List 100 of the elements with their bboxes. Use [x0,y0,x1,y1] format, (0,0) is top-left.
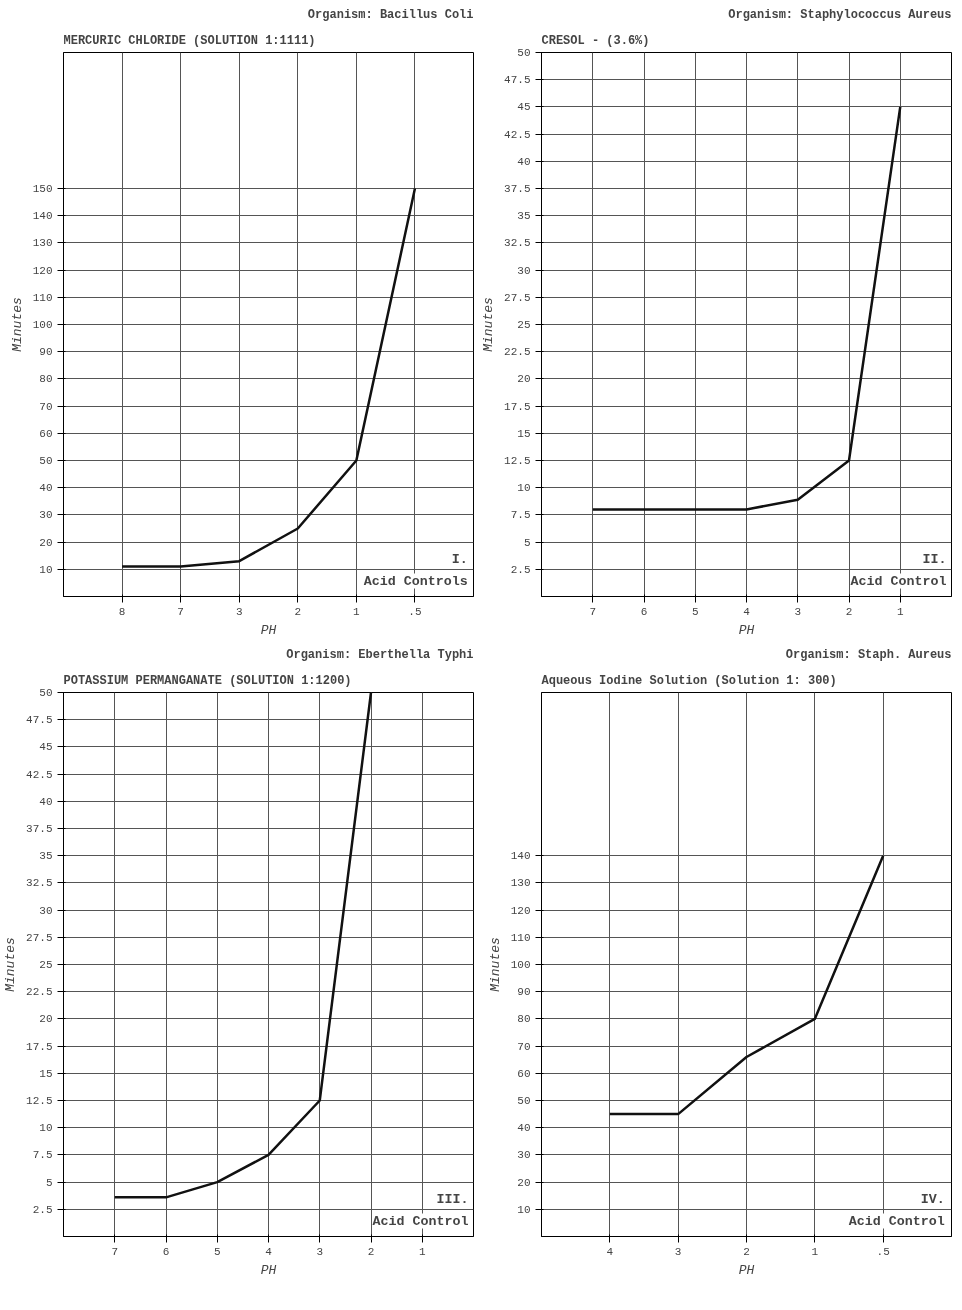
chart-title: Aqueous Iodine Solution (Solution 1: 300) [541,673,837,688]
y-tick-label: 47.5 [504,74,531,87]
y-tick-label: 42.5 [26,768,53,781]
x-tick-label: 1 [418,1245,426,1258]
x-tick-label: 3 [316,1245,324,1258]
annotation: Acid Control [372,1213,469,1229]
chart-title: CRESOL - (3.6%) [541,33,650,48]
y-tick-label: 20 [517,1176,531,1189]
y-tick-label: 30 [517,1149,531,1162]
annotation: IV. [920,1191,945,1207]
x-tick-label: 6 [640,605,648,618]
y-tick-label: 50 [517,47,531,59]
y-tick-label: 10 [517,482,531,495]
y-tick-label: 110 [510,931,531,944]
y-tick-label: 5 [45,1176,53,1189]
y-axis-title: Minutes [487,937,503,992]
y-tick-label: 20 [517,373,531,386]
y-tick-label: 80 [39,373,53,386]
x-tick-label: 2 [743,1245,750,1258]
chart-title: POTASSIUM PERMANGANATE (SOLUTION 1:1200) [63,673,352,688]
x-axis-title: PH [260,1262,277,1278]
y-tick-label: 37.5 [26,823,53,835]
y-tick-label: 120 [32,264,53,277]
x-tick-label: .5 [876,1245,890,1258]
y-tick-label: 7.5 [510,509,531,522]
y-tick-label: 50 [39,455,53,467]
x-axis-title: PH [738,622,755,638]
y-tick-label: 15 [517,427,531,440]
y-tick-label: 70 [39,400,53,413]
annotation: I. [451,551,468,567]
y-tick-label: 32.5 [26,877,53,890]
y-tick-label: 35 [39,850,53,863]
y-tick-label: 110 [32,291,53,304]
y-tick-label: 10 [517,1203,531,1216]
y-tick-label: 100 [510,959,531,971]
chart-title: MERCURIC CHLORIDE (SOLUTION 1:1111) [63,33,316,48]
x-tick-label: 5 [213,1245,221,1258]
y-tick-label: 50 [39,687,53,699]
x-tick-label: 8 [118,605,126,618]
y-tick-label: 140 [32,210,53,223]
x-axis-title: PH [738,1262,755,1278]
y-tick-label: 40 [39,482,53,495]
x-tick-label: 2 [845,605,853,618]
y-tick-label: 130 [510,877,531,890]
x-tick-label: 7 [589,605,597,618]
y-tick-label: 40 [517,155,531,168]
annotation: III. [436,1191,469,1207]
y-tick-label: 32.5 [504,237,531,250]
y-tick-label: 17.5 [26,1040,53,1053]
y-tick-label: 30 [39,904,53,917]
x-tick-label: 4 [606,1245,614,1258]
x-tick-label: 3 [674,1245,682,1258]
y-tick-label: 22.5 [26,986,53,999]
x-tick-label: 3 [235,605,243,618]
y-axis-title: Minutes [9,297,25,352]
x-tick-label: 3 [794,605,802,618]
y-tick-label: 140 [510,850,531,863]
y-tick-label: 150 [32,183,53,195]
y-tick-label: 40 [39,795,53,808]
x-tick-label: 5 [691,605,699,618]
chart-subtitle: Organism: Bacillus Coli [307,7,474,22]
y-tick-label: 80 [517,1013,531,1026]
y-tick-label: 27.5 [504,291,531,304]
y-tick-label: 50 [517,1095,531,1107]
x-tick-label: 1 [896,605,904,618]
annotation: Acid Control [850,573,947,589]
chart-subtitle: Organism: Staphylococcus Aureus [728,7,952,22]
y-tick-label: 42.5 [504,128,531,141]
x-tick-label: 4 [743,605,751,618]
y-tick-label: 5 [523,536,531,549]
y-axis-title: Minutes [3,937,19,992]
y-tick-label: 90 [39,346,53,359]
y-tick-label: 70 [517,1040,531,1053]
x-tick-label: .5 [408,605,422,618]
y-tick-label: 27.5 [26,931,53,944]
x-axis-title: PH [260,622,277,638]
annotation: Acid Controls [363,573,468,589]
chart-subtitle: Organism: Staph. Aureus [785,647,952,662]
y-tick-label: 10 [39,1122,53,1135]
y-tick-label: 17.5 [504,400,531,413]
y-tick-label: 15 [39,1067,53,1080]
y-tick-label: 25 [39,959,53,971]
y-tick-label: 25 [517,319,531,331]
y-tick-label: 35 [517,210,531,223]
x-tick-label: 1 [353,605,361,618]
y-tick-label: 10 [39,563,53,576]
y-tick-label: 2.5 [32,1203,53,1216]
y-tick-label: 2.5 [510,563,531,576]
y-tick-label: 37.5 [504,183,531,195]
y-tick-label: 22.5 [504,346,531,359]
x-tick-label: 7 [111,1245,119,1258]
y-tick-label: 12.5 [504,455,531,467]
y-tick-label: 45 [517,101,531,114]
y-tick-label: 130 [32,237,53,250]
y-tick-label: 100 [32,319,53,331]
y-tick-label: 120 [510,904,531,917]
x-tick-label: 2 [367,1245,375,1258]
y-tick-label: 30 [517,264,531,277]
y-tick-label: 40 [517,1122,531,1135]
y-tick-label: 60 [39,427,53,440]
